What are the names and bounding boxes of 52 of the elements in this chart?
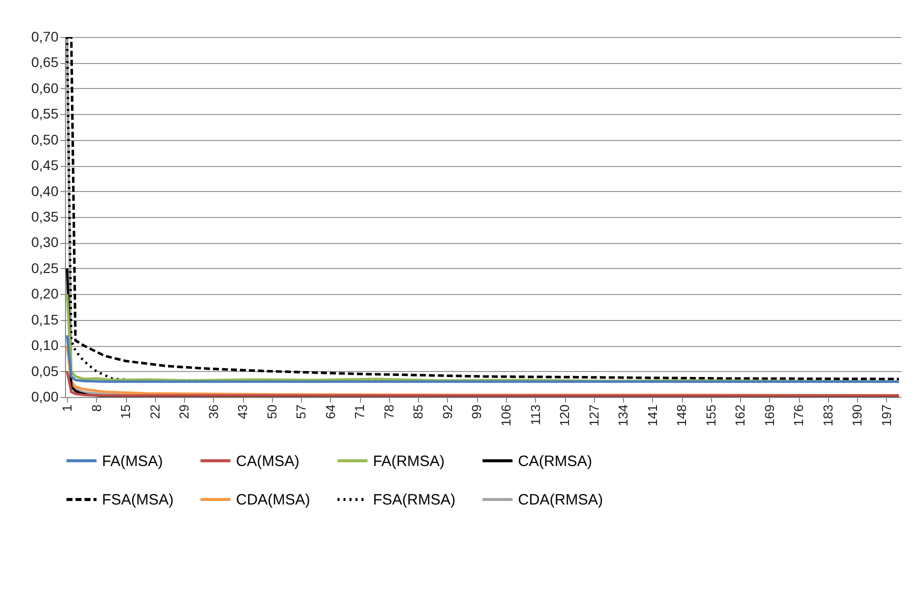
x-tick-label: 85 bbox=[410, 404, 426, 419]
x-tick-label: 8 bbox=[88, 404, 104, 412]
x-tick-label: 43 bbox=[235, 404, 250, 419]
y-tick-label: 0,55 bbox=[31, 106, 59, 122]
y-tick-label: 0,60 bbox=[31, 80, 59, 96]
x-tick-label: 92 bbox=[440, 404, 455, 419]
x-tick-label: 50 bbox=[264, 404, 280, 419]
x-tick-label: 78 bbox=[381, 404, 396, 419]
legend-label: CDA(MSA) bbox=[236, 492, 310, 508]
y-tick-label: 0,40 bbox=[31, 182, 59, 199]
x-tick-label: 148 bbox=[674, 404, 690, 426]
x-tick-label: 1 bbox=[60, 404, 75, 412]
y-tick-label: 0,00 bbox=[31, 388, 59, 404]
x-tick-label: 134 bbox=[616, 404, 631, 426]
y-tick-label: 0,20 bbox=[31, 286, 59, 302]
y-tick-label: 0,10 bbox=[31, 337, 59, 354]
legend-label: FA(MSA) bbox=[102, 452, 163, 470]
x-tick-label: 71 bbox=[352, 404, 368, 419]
x-tick-label: 176 bbox=[791, 404, 806, 426]
x-tick-label: 183 bbox=[820, 404, 836, 426]
y-tick-label: 0,30 bbox=[31, 234, 59, 250]
x-tick-label: 36 bbox=[206, 404, 221, 419]
y-tick-label: 0,05 bbox=[31, 362, 59, 379]
x-tick-label: 169 bbox=[762, 404, 777, 426]
x-tick-label: 141 bbox=[644, 404, 660, 426]
legend-label: FA(RMSA) bbox=[373, 452, 445, 470]
y-tick-label: 0,15 bbox=[31, 311, 59, 328]
x-tick-label: 57 bbox=[294, 404, 309, 419]
x-tick-label: 22 bbox=[147, 404, 162, 419]
legend-label: CDA(RMSA) bbox=[518, 492, 603, 508]
x-tick-label: 162 bbox=[732, 404, 748, 426]
x-tick-label: 197 bbox=[878, 404, 894, 426]
legend-label: FSA(RMSA) bbox=[373, 492, 456, 508]
x-tick-label: 99 bbox=[469, 404, 484, 419]
x-tick-label: 155 bbox=[703, 404, 718, 426]
x-tick-label: 29 bbox=[176, 404, 192, 419]
x-tick-label: 120 bbox=[557, 404, 572, 426]
y-tick-label: 0,65 bbox=[31, 54, 59, 70]
x-tick-label: 106 bbox=[498, 404, 514, 426]
legend-label: CA(RMSA) bbox=[518, 452, 592, 470]
x-tick-label: 190 bbox=[850, 404, 865, 426]
x-tick-label: 127 bbox=[586, 404, 602, 426]
x-tick-label: 64 bbox=[322, 404, 338, 419]
y-tick-label: 0,35 bbox=[31, 208, 59, 224]
x-tick-label: 15 bbox=[118, 404, 134, 419]
y-tick-label: 0,45 bbox=[31, 157, 59, 174]
legend-label: FSA(MSA) bbox=[102, 492, 174, 508]
x-tick-label: 113 bbox=[528, 404, 543, 426]
y-tick-label: 0,70 bbox=[31, 28, 59, 44]
y-tick-label: 0,25 bbox=[31, 260, 59, 276]
legend-label: CA(MSA) bbox=[236, 452, 300, 470]
y-tick-label: 0,50 bbox=[31, 131, 59, 148]
